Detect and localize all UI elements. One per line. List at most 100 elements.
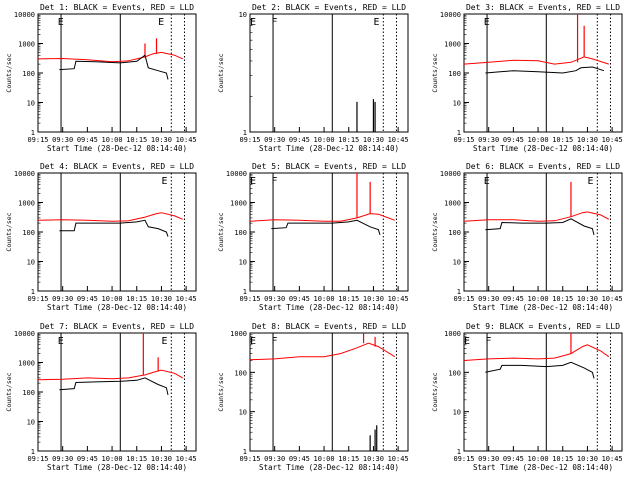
y-axis-label: Counts/sec bbox=[431, 53, 439, 92]
y-tick-label: 10000 bbox=[14, 330, 35, 338]
y-tick-label: 10 bbox=[453, 409, 461, 417]
y-tick-label: 100 bbox=[448, 70, 461, 78]
panel-title: Det 9: BLACK = Events, RED = LLD bbox=[466, 322, 620, 331]
x-tick-label: 10:00 bbox=[102, 295, 123, 303]
y-tick-label: 10 bbox=[453, 100, 461, 108]
series-lld-line bbox=[37, 51, 184, 63]
plot-frame bbox=[463, 172, 623, 292]
x-tick-label: 09:30 bbox=[52, 295, 73, 303]
x-axis-label: Start Time (28-Dec-12 08:14:40) bbox=[473, 303, 613, 312]
x-tick-label: 10:30 bbox=[577, 455, 598, 463]
x-tick-label: 10:15 bbox=[338, 136, 359, 144]
panel-title: Det 4: BLACK = Events, RED = LLD bbox=[40, 162, 194, 171]
y-tick-label: 10 bbox=[239, 11, 247, 19]
series-events-line bbox=[271, 219, 381, 236]
y-tick-label: 100 bbox=[22, 70, 35, 78]
x-axis-label: Start Time (28-Dec-12 08:14:40) bbox=[473, 144, 613, 153]
y-tick-label: 1000 bbox=[18, 41, 35, 49]
x-tick-label: 10:30 bbox=[363, 136, 384, 144]
y-tick-label: 10 bbox=[27, 100, 35, 108]
y-tick-label: 1 bbox=[457, 288, 461, 296]
x-tick-label: 09:30 bbox=[478, 295, 499, 303]
mode-marker: E bbox=[161, 336, 167, 347]
panel-det-2: Det 2: BLACK = Events, RED = LLD 1 10 09:15… bbox=[217, 3, 409, 153]
x-tick-label: 09:45 bbox=[503, 295, 524, 303]
panel-title: Det 1: BLACK = Events, RED = LLD bbox=[40, 3, 194, 12]
x-tick-label: 10:45 bbox=[176, 136, 197, 144]
x-tick-label: 10:15 bbox=[338, 455, 359, 463]
x-tick-label: 09:45 bbox=[77, 295, 98, 303]
x-tick-label: 09:15 bbox=[239, 295, 260, 303]
y-tick-label: 100 bbox=[234, 369, 247, 377]
x-tick-label: 10:30 bbox=[577, 295, 598, 303]
y-tick-label: 1000 bbox=[230, 200, 247, 208]
y-tick-label: 1 bbox=[243, 129, 247, 137]
y-axis-label: Counts/sec bbox=[431, 212, 439, 251]
x-tick-label: 10:45 bbox=[602, 295, 623, 303]
x-axis-label: Start Time (28-Dec-12 08:14:40) bbox=[47, 144, 187, 153]
x-tick-label: 10:15 bbox=[552, 455, 573, 463]
series-lld-line bbox=[463, 56, 609, 65]
y-tick-label: 10000 bbox=[440, 170, 461, 178]
x-axis-label: Start Time (28-Dec-12 08:14:40) bbox=[47, 303, 187, 312]
series-events-line bbox=[485, 361, 595, 379]
x-tick-label: 10:00 bbox=[314, 455, 335, 463]
mode-marker: E bbox=[464, 336, 470, 347]
x-tick-label: 10:00 bbox=[314, 136, 335, 144]
y-tick-label: 1000 bbox=[230, 330, 247, 338]
x-tick-label: 10:45 bbox=[602, 136, 623, 144]
mode-marker: E bbox=[484, 176, 490, 187]
x-tick-label: 09:30 bbox=[52, 136, 73, 144]
y-axis-label: Counts/sec bbox=[5, 372, 13, 411]
y-tick-label: 10000 bbox=[14, 11, 35, 19]
mode-marker: E bbox=[250, 176, 256, 187]
y-axis-label: Counts/sec bbox=[5, 53, 13, 92]
plot-frame bbox=[463, 332, 623, 452]
x-tick-label: 10:45 bbox=[176, 295, 197, 303]
series-lld-line bbox=[37, 369, 184, 381]
mode-marker: E bbox=[158, 17, 164, 28]
series-lld-line bbox=[37, 212, 183, 222]
x-axis-label: Start Time (28-Dec-12 08:14:40) bbox=[259, 303, 399, 312]
y-tick-label: 10000 bbox=[226, 170, 247, 178]
y-tick-label: 1 bbox=[31, 129, 35, 137]
panel-title: Det 5: BLACK = Events, RED = LLD bbox=[252, 162, 406, 171]
x-tick-label: 10:45 bbox=[388, 295, 409, 303]
x-tick-label: 09:30 bbox=[52, 455, 73, 463]
series-lld-line bbox=[249, 213, 395, 222]
x-tick-label: 10:00 bbox=[102, 455, 123, 463]
x-tick-label: 10:15 bbox=[126, 136, 147, 144]
x-tick-label: 09:45 bbox=[77, 455, 98, 463]
x-tick-label: 10:00 bbox=[528, 455, 549, 463]
x-axis-label: Start Time (28-Dec-12 08:14:40) bbox=[47, 463, 187, 472]
y-tick-label: 1 bbox=[31, 448, 35, 456]
series-events-line bbox=[485, 66, 605, 74]
x-axis-label: Start Time (28-Dec-12 08:14:40) bbox=[259, 463, 399, 472]
panel-det-4: Det 4: BLACK = Events, RED = LLD 1 10 100 10… bbox=[5, 162, 197, 312]
mode-marker: E bbox=[484, 17, 490, 28]
series-lld-line bbox=[463, 344, 610, 361]
x-tick-label: 09:15 bbox=[453, 295, 474, 303]
mode-marker: E bbox=[58, 17, 64, 28]
y-tick-label: 10 bbox=[27, 259, 35, 267]
panel-title: Det 7: BLACK = Events, RED = LLD bbox=[40, 322, 194, 331]
y-tick-label: 10000 bbox=[440, 11, 461, 19]
y-tick-label: 100 bbox=[448, 229, 461, 237]
panel-title: Det 8: BLACK = Events, RED = LLD bbox=[252, 322, 406, 331]
y-tick-label: 1 bbox=[457, 448, 461, 456]
y-tick-label: 1 bbox=[243, 448, 247, 456]
y-tick-label: 100 bbox=[448, 369, 461, 377]
mode-marker: E bbox=[250, 336, 256, 347]
x-tick-label: 10:00 bbox=[102, 136, 123, 144]
y-tick-label: 1000 bbox=[444, 200, 461, 208]
mode-marker: E bbox=[373, 17, 379, 28]
y-tick-label: 10 bbox=[453, 259, 461, 267]
plot-frame bbox=[37, 172, 197, 292]
x-tick-label: 09:45 bbox=[289, 295, 310, 303]
x-tick-label: 09:45 bbox=[77, 136, 98, 144]
mode-marker: E bbox=[161, 176, 167, 187]
panel-det-9: Det 9: BLACK = Events, RED = LLD 1 10 100 10… bbox=[431, 322, 623, 472]
x-tick-label: 09:45 bbox=[289, 455, 310, 463]
x-axis-label: Start Time (28-Dec-12 08:14:40) bbox=[473, 463, 613, 472]
